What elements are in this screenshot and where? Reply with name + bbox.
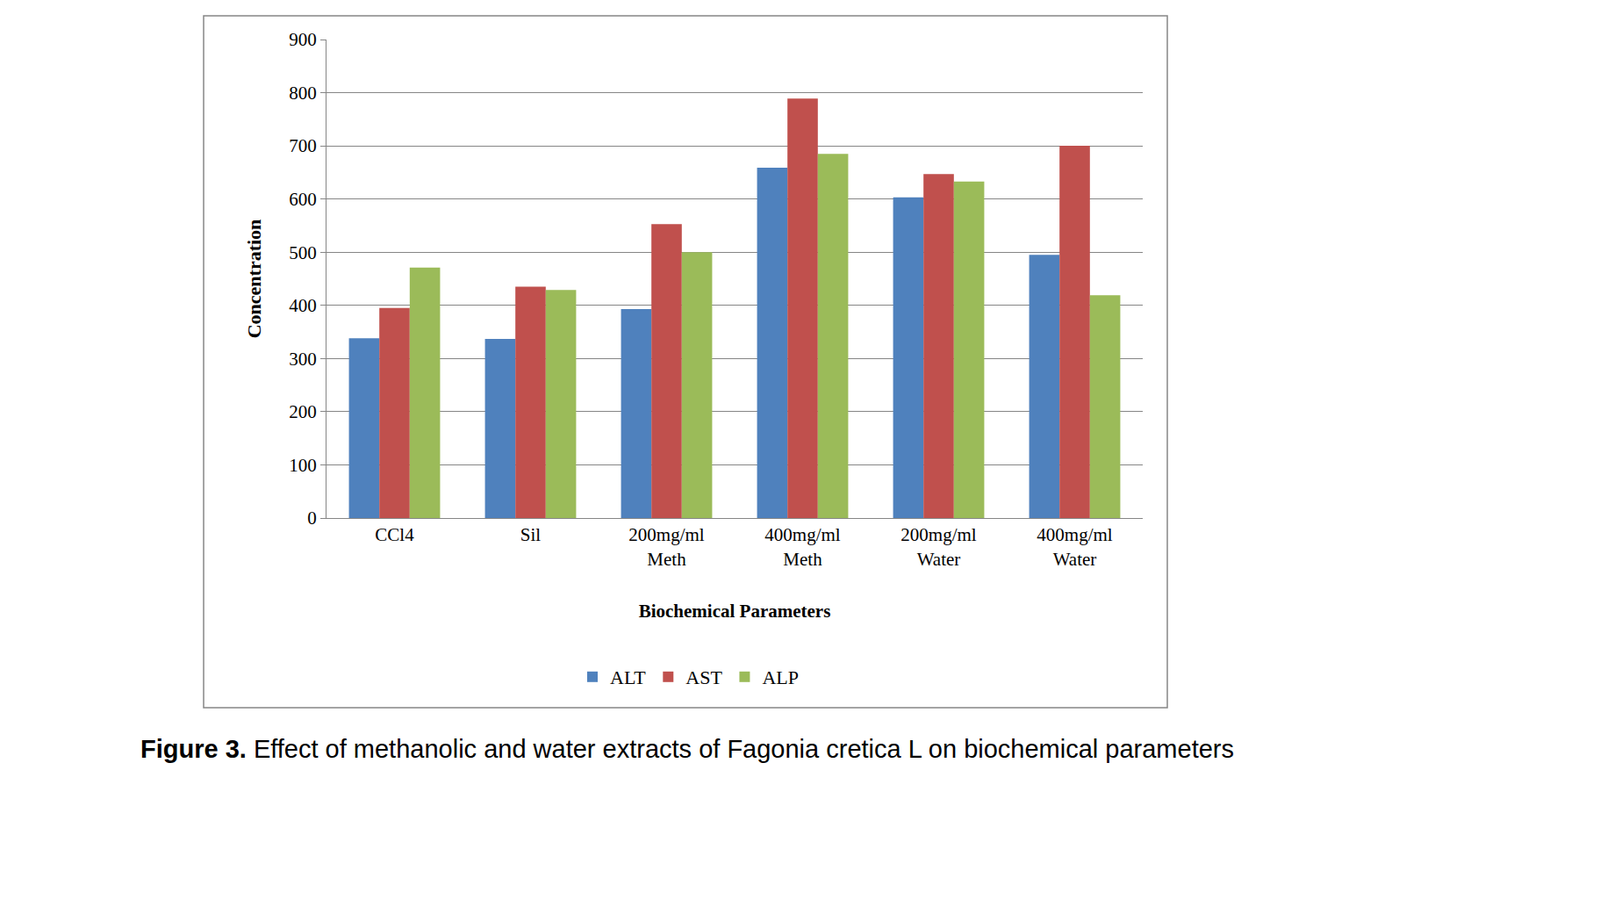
svg-text:100: 100	[288, 454, 317, 476]
svg-text:600: 600	[288, 188, 317, 210]
svg-text:400: 400	[288, 294, 317, 316]
svg-text:500: 500	[288, 242, 317, 264]
svg-text:700: 700	[288, 135, 317, 157]
svg-text:CCl4: CCl4	[374, 523, 415, 546]
svg-text:ALT: ALT	[609, 666, 646, 689]
svg-text:300: 300	[288, 348, 317, 370]
svg-text:800: 800	[288, 82, 317, 104]
svg-text:400mg/mlMeth: 400mg/mlMeth	[764, 523, 841, 569]
svg-text:Concentration: Concentration	[243, 219, 266, 339]
svg-text:400mg/mlWater: 400mg/mlWater	[1036, 523, 1113, 569]
svg-text:0: 0	[307, 507, 317, 529]
svg-text:AST: AST	[685, 666, 723, 689]
svg-text:Biochemical Parameters: Biochemical Parameters	[638, 600, 832, 622]
svg-text:200: 200	[288, 401, 317, 423]
svg-text:200mg/mlWater: 200mg/mlWater	[900, 523, 977, 569]
svg-text:900: 900	[288, 28, 317, 51]
svg-text:Sil: Sil	[520, 523, 542, 546]
svg-text:200mg/mlMeth: 200mg/mlMeth	[628, 523, 705, 569]
svg-text:Figure 3. Effect of methanolic: Figure 3. Effect of methanolic and water…	[140, 734, 1235, 763]
svg-text:ALP: ALP	[761, 666, 799, 689]
